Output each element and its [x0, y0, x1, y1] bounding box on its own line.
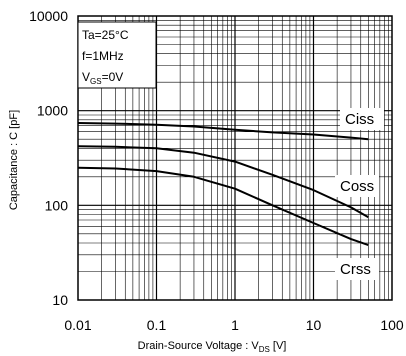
x-tick-label: 1 [231, 317, 239, 333]
condition-vgs-value: =0V [102, 70, 124, 84]
x-axis-title-main: Drain-Source Voltage : V [138, 340, 260, 352]
series-line-coss [77, 145, 369, 219]
y-tick-label: 100 [45, 197, 69, 213]
tick-labels: 0.01 0.1 1 10 100 10 100 1000 10000 [29, 8, 404, 333]
y-axis-title: Capacitance : C [pF] [8, 110, 20, 210]
series-label-crss: Crss [340, 261, 371, 278]
conditions-box: Ta=25°C f=1MHz VGS=0V [77, 21, 157, 89]
x-tick-label: 10 [306, 317, 322, 333]
series-label-ciss: Ciss [345, 111, 374, 128]
series-line-crss [77, 166, 369, 247]
x-tick-label: 100 [380, 317, 404, 333]
x-axis-title: Drain-Source Voltage : VDS [V] [138, 340, 287, 354]
x-tick-label: 0.01 [64, 317, 91, 333]
series-label-coss: Coss [340, 178, 374, 195]
condition-temperature: Ta=25°C [82, 28, 129, 42]
condition-vgs-sub: GS [90, 77, 102, 86]
condition-frequency: f=1MHz [82, 49, 124, 63]
plot-frame [77, 15, 393, 301]
series-label-bg-ciss [340, 108, 384, 130]
series-labels: Ciss Coss Crss [335, 108, 384, 280]
x-axis-title-sub: DS [259, 345, 270, 354]
condition-vgs-main: V [82, 70, 90, 84]
x-axis-title-unit: [V] [270, 340, 287, 352]
series-lines [77, 122, 369, 247]
y-tick-label: 1000 [37, 103, 68, 119]
series-label-bg-crss [335, 258, 379, 280]
series-line-ciss [77, 122, 369, 141]
y-tick-label: 10000 [29, 8, 68, 24]
series-label-bg-coss [335, 175, 379, 197]
x-tick-label: 0.1 [147, 317, 167, 333]
y-tick-label: 10 [52, 292, 68, 308]
condition-vgs: VGS=0V [82, 70, 123, 86]
